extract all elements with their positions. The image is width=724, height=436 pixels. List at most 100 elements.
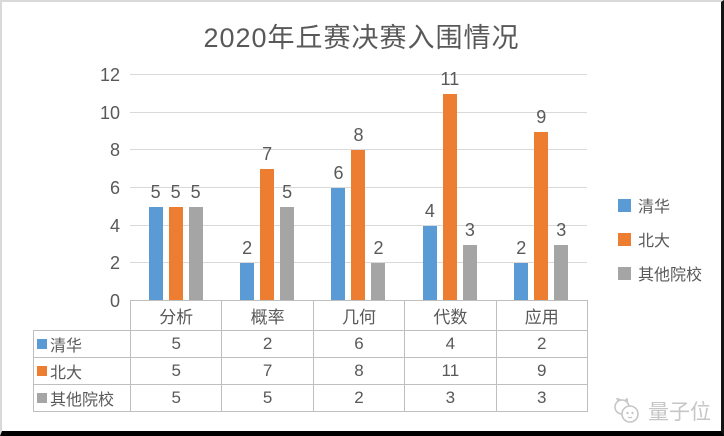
category-header-cell: 应用 bbox=[495, 300, 588, 331]
table-value-cell: 5 bbox=[129, 384, 223, 412]
table-value-cell: 7 bbox=[221, 357, 314, 385]
plot-area: 5 5 5 2 7 5 6 8 2 4 11 3 2 9 3 bbox=[130, 69, 587, 301]
bar-value-label: 2 bbox=[242, 238, 253, 259]
table-row-label: 其他院校 bbox=[33, 384, 131, 412]
bar-value-label: 7 bbox=[262, 144, 273, 165]
bar: 5 bbox=[280, 182, 295, 301]
y-tick-label: 4 bbox=[109, 215, 120, 236]
chart-title: 2020年丘赛决赛入围情况 bbox=[203, 23, 520, 53]
gridline bbox=[130, 149, 587, 151]
table-value-cell: 9 bbox=[495, 357, 588, 385]
bar: 6 bbox=[331, 163, 346, 301]
category-header-cell: 几何 bbox=[312, 300, 406, 331]
legend: 清华 北大 其他院校 bbox=[618, 193, 702, 285]
watermark-label: 量子位 bbox=[648, 401, 711, 424]
table-row-label: 清华 bbox=[33, 330, 131, 358]
row-label-text: 北大 bbox=[50, 365, 83, 382]
legend-item: 清华 bbox=[618, 193, 702, 217]
bar: 2 bbox=[240, 238, 255, 301]
table-value-cell: 5 bbox=[129, 357, 223, 385]
table-value-cell: 8 bbox=[312, 357, 406, 385]
category-header-cell: 代数 bbox=[404, 300, 497, 331]
table-value-cell: 2 bbox=[221, 330, 314, 358]
table-header-row: 分析 概率 几何 代数 应用 bbox=[34, 300, 588, 331]
bar: 9 bbox=[534, 107, 549, 301]
series-key-icon bbox=[37, 339, 47, 349]
bar-value-label: 6 bbox=[333, 163, 344, 183]
table-row: 其他院校 5 5 2 3 3 bbox=[33, 384, 588, 412]
row-label-inner: 清华 bbox=[35, 332, 130, 356]
legend-swatch-icon bbox=[618, 198, 631, 212]
legend-swatch-icon bbox=[618, 232, 631, 246]
qbitai-logo-icon bbox=[614, 398, 639, 423]
bar-value-label: 8 bbox=[353, 125, 364, 146]
y-tick-label: 10 bbox=[99, 102, 120, 123]
bar: 5 bbox=[148, 182, 163, 301]
bar-value-label: 5 bbox=[190, 181, 201, 202]
legend-label: 北大 bbox=[638, 233, 671, 250]
legend-swatch-icon bbox=[618, 266, 631, 280]
legend-item: 北大 bbox=[618, 227, 702, 251]
bar-group: 2 9 3 bbox=[496, 75, 587, 301]
watermark: 量子位 bbox=[613, 396, 711, 426]
y-tick-label: 2 bbox=[109, 253, 120, 274]
legend-label: 清华 bbox=[638, 199, 671, 216]
bar: 5 bbox=[168, 182, 183, 301]
bar: 2 bbox=[514, 238, 529, 301]
category-header-cell: 概率 bbox=[221, 300, 314, 331]
table-value-cell: 6 bbox=[312, 330, 406, 358]
gridline bbox=[130, 74, 587, 75]
table-value-cell: 3 bbox=[404, 384, 497, 412]
bar: 2 bbox=[371, 238, 386, 301]
bar-value-label: 11 bbox=[440, 68, 460, 89]
y-tick-label: 6 bbox=[109, 178, 120, 198]
bar-value-label: 5 bbox=[150, 181, 161, 202]
y-tick-label: 0 bbox=[109, 291, 120, 311]
table-row: 北大 5 7 8 11 9 bbox=[33, 357, 588, 385]
table-value-cell: 11 bbox=[404, 357, 497, 385]
gridline bbox=[130, 111, 587, 113]
series-key-icon bbox=[37, 366, 47, 376]
y-tick-label: 8 bbox=[109, 140, 120, 161]
bar-value-label: 5 bbox=[170, 181, 181, 202]
legend-item: 其他院校 bbox=[618, 261, 702, 285]
legend-label: 其他院校 bbox=[638, 267, 703, 284]
bar-value-label: 5 bbox=[282, 181, 293, 202]
category-header-cell: 分析 bbox=[129, 300, 223, 331]
table-value-cell: 3 bbox=[495, 384, 588, 412]
bar-value-label: 3 bbox=[556, 219, 567, 240]
table-value-cell: 2 bbox=[495, 330, 588, 358]
y-axis: 0 2 4 6 8 10 12 bbox=[58, 66, 120, 310]
bar: 4 bbox=[422, 201, 437, 301]
row-label-text: 清华 bbox=[50, 338, 83, 355]
bar: 3 bbox=[554, 220, 569, 301]
bar-group: 4 11 3 bbox=[404, 69, 495, 301]
table-value-cell: 2 bbox=[312, 384, 406, 412]
table-row-label: 北大 bbox=[33, 357, 131, 385]
table-row: 清华 5 2 6 4 2 bbox=[33, 330, 588, 358]
row-label-text: 其他院校 bbox=[50, 392, 115, 409]
data-table: 分析 概率 几何 代数 应用 清华 5 2 6 4 2 北大 5 7 8 11 9 其他院校 5 5 2 3 3 bbox=[33, 300, 588, 412]
bar: 7 bbox=[260, 144, 275, 301]
y-tick-label: 12 bbox=[99, 65, 120, 85]
table-value-cell: 5 bbox=[221, 384, 314, 412]
bar: 3 bbox=[462, 220, 477, 301]
row-label-inner: 其他院校 bbox=[35, 386, 130, 410]
bar-value-label: 2 bbox=[516, 238, 527, 259]
series-key-icon bbox=[37, 393, 47, 403]
bar: 11 bbox=[441, 69, 459, 301]
bar-value-label: 2 bbox=[373, 238, 384, 259]
table-value-cell: 5 bbox=[129, 330, 223, 358]
row-label-inner: 北大 bbox=[35, 359, 130, 383]
bar: 5 bbox=[188, 182, 203, 301]
bar-value-label: 3 bbox=[464, 219, 475, 240]
bar-value-label: 4 bbox=[424, 200, 435, 221]
table-corner-cell bbox=[34, 301, 131, 331]
table-value-cell: 4 bbox=[404, 330, 497, 358]
bar-value-label: 9 bbox=[536, 106, 547, 127]
bar: 8 bbox=[351, 125, 366, 301]
